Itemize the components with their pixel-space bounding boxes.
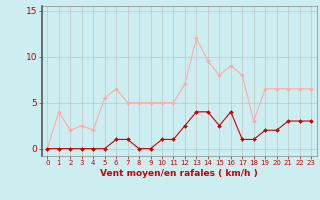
X-axis label: Vent moyen/en rafales ( km/h ): Vent moyen/en rafales ( km/h ) [100,169,258,178]
